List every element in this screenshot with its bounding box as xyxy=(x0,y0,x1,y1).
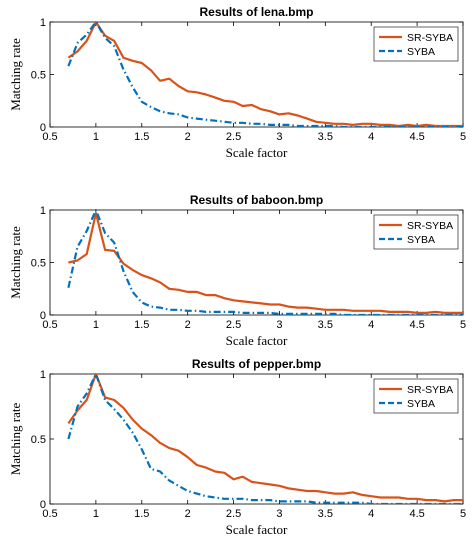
x-tick-label: 2.5 xyxy=(226,319,241,331)
series-line-syba xyxy=(67,21,463,127)
y-tick-label: 1 xyxy=(40,205,46,217)
y-tick-label: 0 xyxy=(40,122,46,134)
x-tick-label: 0.5 xyxy=(42,319,57,331)
series-group xyxy=(67,21,463,127)
x-axis-label: Scale factor xyxy=(226,333,288,348)
x-tick-label: 2.5 xyxy=(226,508,241,520)
chart-title: Results of pepper.bmp xyxy=(192,357,321,371)
y-axis-label: Matching rate xyxy=(8,38,23,111)
x-tick-label: 3.5 xyxy=(318,319,333,331)
x-tick-label: 3 xyxy=(276,319,282,331)
chart-2: Results of baboon.bmp 0.5 1 1.5 2 2.5 3 3.5 4 4.5… xyxy=(8,193,466,348)
legend-label: SR-SYBA xyxy=(407,384,453,396)
x-tick-label: 5 xyxy=(460,131,466,143)
x-tick-label: 2 xyxy=(185,131,191,143)
x-tick-label: 0.5 xyxy=(42,508,57,520)
series-group xyxy=(67,209,463,315)
x-tick-label: 4.5 xyxy=(409,131,424,143)
legend: SR-SYBA SYBA xyxy=(373,378,459,414)
legend-box xyxy=(373,26,459,62)
x-tick-label: 1 xyxy=(93,508,99,520)
x-axis-label: Scale factor xyxy=(226,145,288,160)
x-tick-label: 2 xyxy=(185,508,191,520)
legend-box xyxy=(373,378,459,414)
x-tick-label: 1.5 xyxy=(134,508,149,520)
legend: SR-SYBA SYBA xyxy=(373,26,459,62)
legend-label: SYBA xyxy=(407,234,435,246)
legend: SR-SYBA SYBA xyxy=(373,214,459,250)
y-tick-label: 0.5 xyxy=(31,70,46,82)
x-tick-label: 4 xyxy=(368,508,374,520)
chart-title: Results of lena.bmp xyxy=(199,5,313,19)
x-tick-label: 5 xyxy=(460,508,466,520)
y-axis-label: Matching rate xyxy=(8,402,23,475)
series-line-syba xyxy=(67,373,463,504)
x-tick-label: 3 xyxy=(276,131,282,143)
x-tick-label: 1.5 xyxy=(134,131,149,143)
y-tick-label: 0.5 xyxy=(31,434,46,446)
x-tick-label: 1 xyxy=(93,319,99,331)
x-tick-label: 3.5 xyxy=(318,508,333,520)
series-line-sr-syba xyxy=(67,21,463,127)
x-tick-label: 1.5 xyxy=(134,319,149,331)
x-tick-label: 4 xyxy=(368,131,374,143)
series-group xyxy=(67,373,463,504)
y-tick-label: 0 xyxy=(40,499,46,511)
x-tick-label: 0.5 xyxy=(42,131,57,143)
y-tick-label: 1 xyxy=(40,17,46,29)
x-tick-label: 3.5 xyxy=(318,131,333,143)
chart-3: Results of pepper.bmp 0.5 1 1.5 2 2.5 3 3.5 4 4.5… xyxy=(8,357,466,537)
x-tick-label: 4 xyxy=(368,319,374,331)
legend-label: SR-SYBA xyxy=(407,32,453,44)
legend-label: SYBA xyxy=(407,398,435,410)
chart-title: Results of baboon.bmp xyxy=(190,193,323,207)
x-tick-label: 4.5 xyxy=(409,319,424,331)
legend-box xyxy=(373,214,459,250)
x-tick-label: 2 xyxy=(185,319,191,331)
legend-label: SR-SYBA xyxy=(407,220,453,232)
x-tick-label: 5 xyxy=(460,319,466,331)
series-line-sr-syba xyxy=(68,212,463,314)
x-tick-label: 1 xyxy=(93,131,99,143)
series-line-syba xyxy=(67,209,463,315)
x-axis-label: Scale factor xyxy=(226,522,288,537)
series-line-sr-syba xyxy=(67,373,463,503)
y-tick-label: 1 xyxy=(40,369,46,381)
x-tick-label: 3 xyxy=(276,508,282,520)
chart-1: Results of lena.bmp 0.5 1 1.5 2 2.5 3 3.5 4 4.5 5 0… xyxy=(8,5,466,160)
y-tick-label: 0.5 xyxy=(31,258,46,270)
x-tick-label: 4.5 xyxy=(409,508,424,520)
x-tick-label: 2.5 xyxy=(226,131,241,143)
legend-label: SYBA xyxy=(407,46,435,58)
y-tick-label: 0 xyxy=(40,310,46,322)
y-axis-label: Matching rate xyxy=(8,226,23,299)
